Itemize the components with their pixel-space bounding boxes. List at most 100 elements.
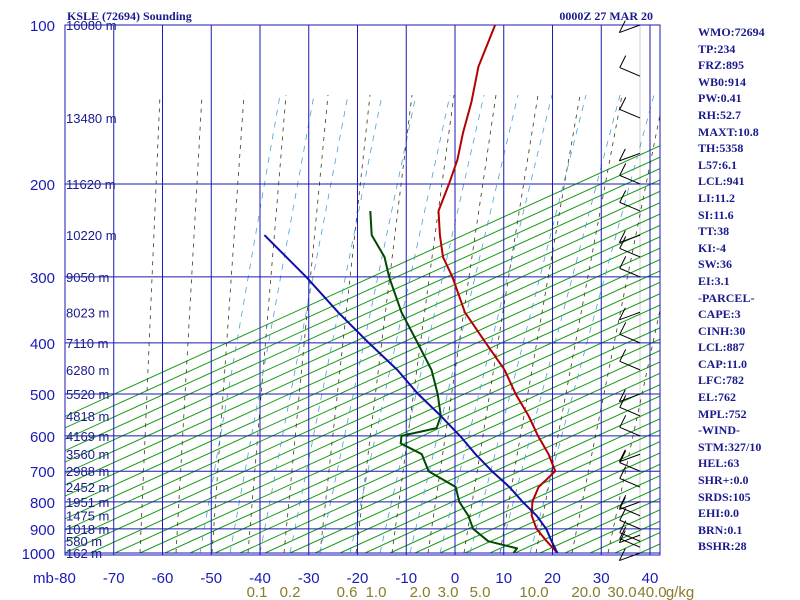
temperature-tick-label: -60 — [152, 570, 174, 587]
dry-adiabat-line — [65, 236, 660, 509]
dry-adiabat-line — [114, 304, 660, 554]
wind-barb-flag — [618, 307, 626, 321]
height-label: 16080 m — [66, 18, 117, 33]
wind-barb — [619, 152, 641, 162]
temperature-tick-label: 40 — [642, 570, 659, 587]
dry-adiabat-line — [65, 202, 660, 474]
wind-barb — [619, 311, 641, 321]
index-value: -PARCEL- — [698, 290, 755, 305]
wind-barb-flag — [619, 526, 627, 539]
mixing-ratio-line — [199, 94, 281, 554]
dry-adiabat-line — [139, 315, 660, 554]
dry-adiabat-line — [65, 179, 660, 452]
pressure-tick-label: 200 — [30, 177, 55, 194]
height-label: 4169 m — [66, 429, 109, 444]
moist-adiabat-line — [175, 94, 203, 554]
dry-adiabat-line — [314, 395, 660, 554]
index-value: RH:52.7 — [698, 107, 741, 122]
wind-barb-flag — [619, 450, 627, 463]
index-value: WB0:914 — [698, 74, 746, 89]
pressure-tick-label: 100 — [30, 18, 55, 35]
dewpoint-trace — [369, 210, 518, 554]
height-label: 2988 m — [66, 464, 109, 479]
temperature-tick-label: -80 — [54, 570, 76, 587]
mixing-ratio-unit-label: g/kg — [666, 584, 694, 600]
index-value: STM:327/10 — [698, 439, 762, 454]
height-label: 162 m — [66, 546, 102, 561]
wind-barb-flag — [618, 148, 626, 162]
wind-barb — [619, 174, 641, 185]
pressure-tick-label: 600 — [30, 429, 55, 446]
wind-barb-flag — [619, 466, 627, 479]
height-label: 2452 m — [66, 480, 109, 495]
temperature-tick-label: -40 — [249, 570, 271, 587]
wind-barb-flag — [618, 449, 626, 462]
mixing-ratio-line — [289, 94, 383, 554]
wind-barb-flag — [619, 395, 627, 408]
wind-barb-flag — [619, 97, 627, 110]
mixing-ratio-tick-label: 0.2 — [280, 584, 301, 600]
index-value: WMO:72694 — [698, 25, 765, 39]
dry-adiabat-line — [89, 293, 660, 554]
index-value: EHI:0.0 — [698, 506, 740, 521]
mixing-ratio-tick-label: 3.0 — [438, 584, 459, 600]
pressure-unit-label: mb — [33, 570, 54, 587]
wind-barb-flag — [619, 55, 627, 68]
mixing-ratio-tick-label: 1.0 — [366, 584, 387, 600]
index-value: CAP:11.0 — [698, 356, 747, 371]
height-label: 9050 m — [66, 270, 109, 285]
index-value: TT:38 — [698, 224, 730, 239]
wind-barb — [619, 333, 641, 344]
mixing-ratio-tick-label: 0.6 — [337, 584, 358, 600]
wind-barb-flag — [619, 508, 627, 521]
mixing-ratio-tick-label: 20.0 — [571, 584, 600, 600]
temperature-tick-label: 20 — [544, 570, 561, 587]
pressure-tick-label: 1000 — [22, 546, 55, 563]
height-label: 580 m — [66, 534, 102, 549]
pressure-tick-label: 700 — [30, 464, 55, 481]
index-value: SHR+:0.0 — [698, 473, 749, 488]
height-label: 4818 m — [66, 409, 109, 424]
temperature-tick-label: -20 — [347, 570, 369, 587]
temperature-tick-label: -30 — [298, 570, 320, 587]
sounding-traces — [263, 25, 559, 554]
wind-barb — [619, 534, 641, 544]
wind-barb-flag — [619, 190, 627, 203]
pressure-tick-label: 800 — [30, 495, 55, 512]
dry-adiabat-line — [65, 258, 660, 531]
index-value: LI:11.2 — [698, 190, 736, 205]
index-value: KI:-4 — [698, 240, 726, 255]
moist-adiabat-line — [499, 94, 581, 554]
wind-barb — [619, 532, 641, 542]
dry-adiabat-line — [65, 270, 660, 543]
dry-adiabat-line — [264, 372, 660, 554]
index-value: EL:762 — [698, 390, 737, 405]
wind-barb-flag — [619, 322, 627, 335]
dry-adiabat-line — [65, 224, 660, 497]
dry-adiabat-line — [214, 349, 660, 554]
wind-barb-flag — [619, 236, 627, 249]
wind-barb-flag — [619, 494, 627, 508]
index-value: EI:3.1 — [698, 273, 730, 288]
mixing-ratio-line — [259, 94, 349, 554]
wind-barb-flag — [619, 415, 627, 428]
wind-barb-flag — [618, 548, 626, 561]
index-value: -WIND- — [698, 423, 740, 438]
wind-barb — [619, 108, 641, 119]
height-label: 5520 m — [66, 387, 109, 402]
moist-adiabat-line — [463, 94, 539, 554]
pressure-tick-label: 400 — [30, 336, 55, 353]
wind-barb — [619, 247, 641, 258]
height-label: 10220 m — [66, 228, 117, 243]
wind-barb — [619, 426, 641, 437]
temperature-tick-label: 10 — [495, 570, 512, 587]
wind-barb — [619, 67, 641, 77]
height-label: 7110 m — [66, 336, 108, 351]
moist-adiabat-line — [607, 308, 660, 554]
index-value: MPL:752 — [698, 406, 747, 421]
height-label: 3560 m — [66, 447, 109, 462]
wind-profile — [618, 20, 641, 562]
dry-adiabat-line — [65, 281, 660, 554]
moist-adiabat-line — [355, 94, 413, 554]
temperature-tick-label: -70 — [103, 570, 125, 587]
